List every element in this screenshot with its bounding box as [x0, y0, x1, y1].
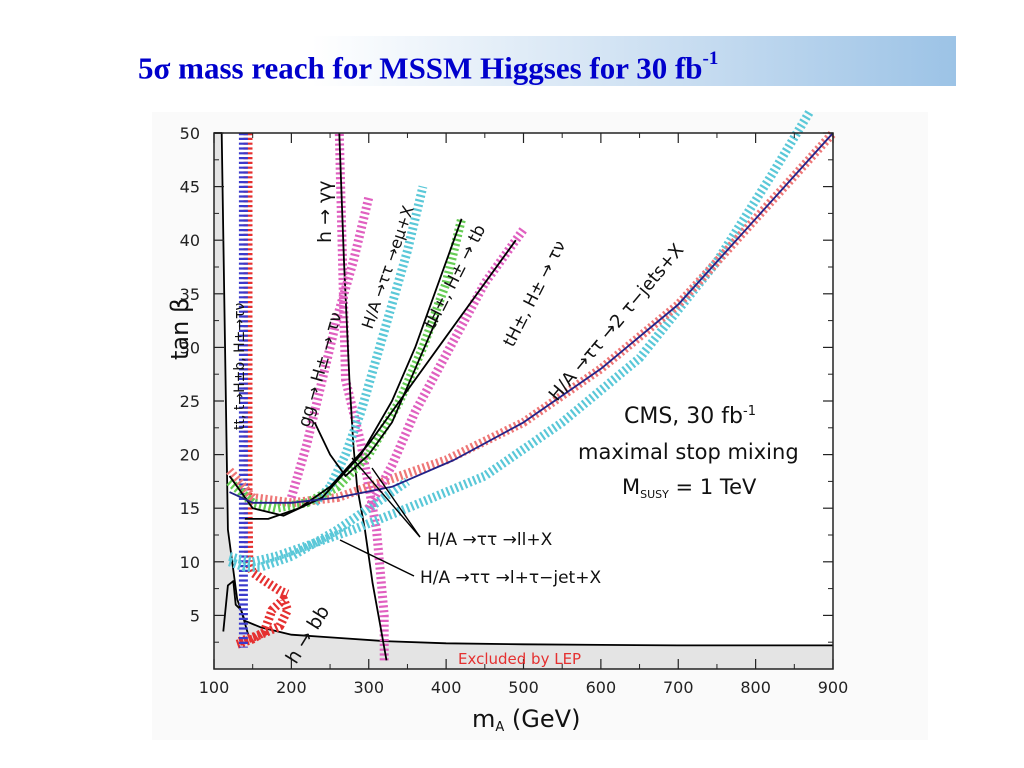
x-tick-label: 200 [276, 678, 307, 697]
series-ha_ll_curve [226, 129, 837, 508]
series-tau2jets [228, 109, 814, 567]
series-thtb [364, 226, 528, 511]
title-prefix: 5 [138, 50, 154, 86]
x-tick-label: 400 [431, 678, 462, 697]
x-tick-label: 600 [586, 678, 617, 697]
annotation-ha-ll: H/A →ττ →ll+X [427, 530, 553, 550]
y-axis-label: tan β [166, 298, 194, 360]
series-black2 [244, 239, 517, 520]
series-ha_lep [228, 477, 410, 572]
legend-line1: CMS, 30 fb-1 [624, 404, 756, 429]
y-tick-label: 10 [180, 553, 200, 572]
axes-layer: 100 200 300 400 500 600 700 800 900 5 10 15 20 25 30 35… [180, 124, 849, 697]
y-tick-label: 50 [180, 124, 200, 143]
y-tick-label: 35 [180, 285, 200, 304]
annotation-hgg: h → γγ [314, 180, 336, 243]
y-tick-label: 15 [180, 499, 200, 518]
y-tick-label: 45 [180, 178, 200, 197]
series-green_curve [226, 217, 466, 513]
series-ttbar [243, 133, 290, 599]
title-bar [130, 36, 956, 86]
plot-area [214, 133, 833, 669]
excluded-label: Excluded by LEP [458, 650, 581, 668]
series-hbb [235, 594, 292, 649]
title-main: mass reach for MSSM Higgses for 30 fb [170, 50, 703, 86]
annotation-tt-hb: tt, t→H±b, H±→τν [232, 302, 248, 430]
legend-line2: maximal stop mixing [578, 440, 799, 464]
slide-title: 5σ mass reach for MSSM Higgses for 30 fb… [138, 42, 718, 88]
y-tick-label: 30 [180, 338, 200, 357]
annotation-ha-ltau: H/A →ττ →l+τ−jet+X [420, 568, 601, 588]
series-hgg_black [338, 132, 388, 661]
y-tick-label: 20 [180, 446, 200, 465]
arrow-ha-ll-1 [351, 457, 421, 538]
title-sup: -1 [702, 48, 719, 69]
arrow-ha-ltau [339, 539, 415, 577]
legend-line3: MSUSY = 1 TeV [622, 475, 757, 501]
x-tick-label: 300 [353, 678, 384, 697]
legend-box: CMS, 30 fb-1 maximal stop mixing MSUSY =… [578, 404, 799, 501]
y-tick-label: 5 [190, 606, 200, 625]
y-tick-label: 25 [180, 392, 200, 411]
series-black3 [313, 314, 440, 477]
arrow-ha-ll-2 [371, 467, 421, 538]
x-tick-label: 700 [663, 678, 694, 697]
y-tick-label: 40 [180, 231, 200, 250]
series-black1 [228, 218, 463, 517]
x-tick-label: 100 [199, 678, 230, 697]
plot-layer [214, 109, 837, 669]
x-tick-label: 900 [818, 678, 849, 697]
x-tick-label: 800 [740, 678, 771, 697]
series-gg_htaunu [287, 196, 374, 499]
x-tick-label: 500 [508, 678, 539, 697]
title-sigma: σ [153, 50, 171, 86]
x-axis-label: mA (GeV) [472, 705, 580, 735]
series-ha_emu_curve [311, 185, 428, 506]
series-blue_outline [229, 132, 834, 504]
